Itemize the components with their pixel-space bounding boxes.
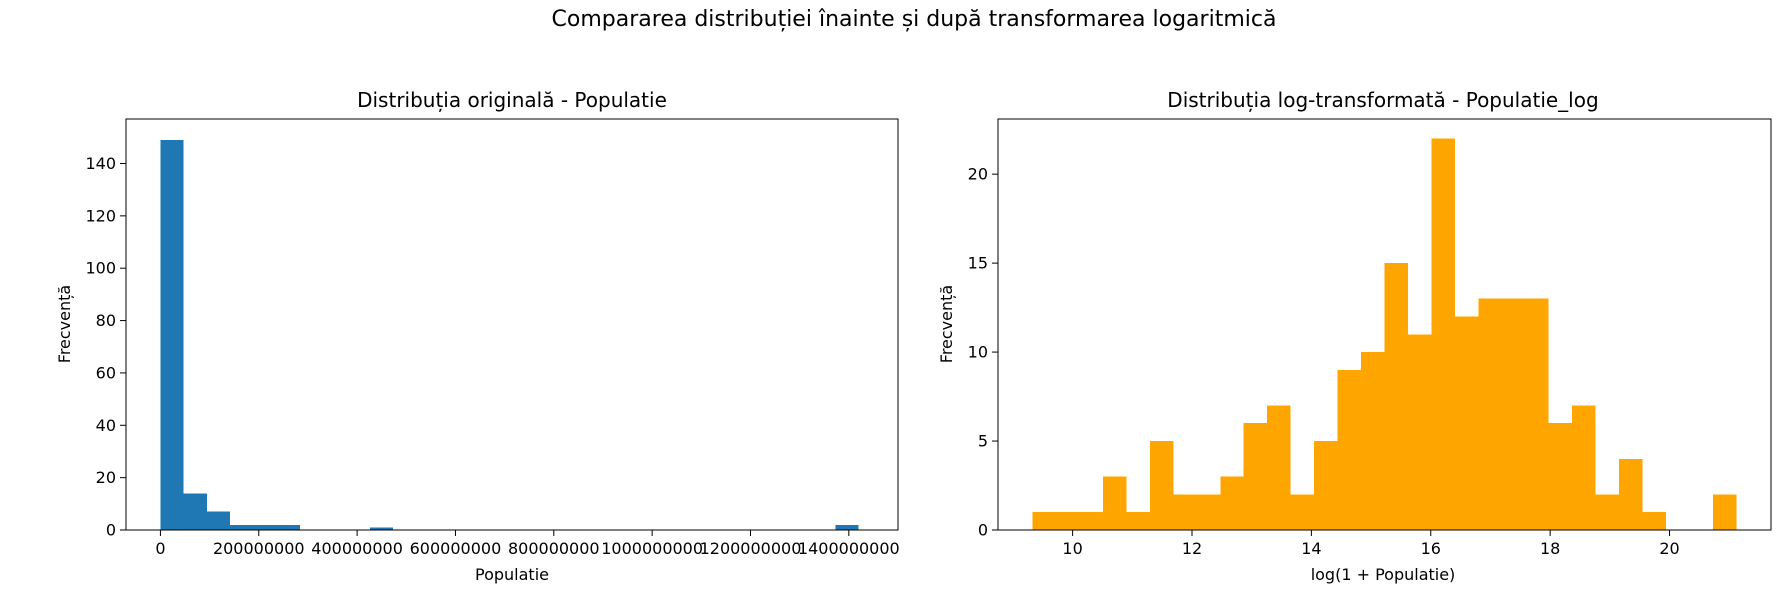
left-y-tick-label: 40 [96,416,116,435]
right-histogram-bar [1501,298,1526,530]
right-histogram-bar [1056,512,1080,530]
right-histogram-bar [1196,494,1221,530]
right-histogram-bar [1314,441,1338,530]
left-x-tick-label: 1000000000 [601,539,703,558]
left-histogram-bar [160,139,184,530]
right-histogram-bar [1149,441,1174,530]
right-histogram-bar [1243,423,1268,530]
left-histogram-bars [160,139,859,530]
right-histogram-bar [1337,369,1362,530]
left-chart-title: Distribuția originală - Populatie [357,88,667,112]
right-histogram-bar [1548,423,1573,530]
left-histogram-bar [230,524,254,530]
right-histogram-bar [1642,512,1667,530]
left-histogram-bar [369,527,394,530]
left-x-axis-label: Populatie [475,565,549,584]
right-x-axis-ticks: 10 12 14 16 18 20 [1062,530,1680,558]
right-histogram-bar [1572,405,1596,530]
right-histogram-bar [1102,476,1127,530]
left-y-tick-label: 20 [96,468,116,487]
right-x-tick-label: 20 [1659,539,1679,558]
right-histogram-bars [1032,138,1737,531]
left-y-axis-label: Frecvență [55,285,74,363]
left-x-tick-label: 1400000000 [798,539,900,558]
left-x-tick-label: 800000000 [508,539,600,558]
right-histogram-bar [1407,334,1432,530]
left-x-tick-label: 0 [155,539,165,558]
right-histogram-bar [1032,512,1057,530]
right-x-tick-label: 14 [1301,539,1321,558]
left-x-tick-label: 200000000 [213,539,305,558]
right-histogram-bar [1525,298,1549,530]
right-histogram-bar [1079,512,1103,530]
right-histogram-bar [1220,476,1244,530]
right-histogram-bar [1126,512,1150,530]
left-histogram-bar [276,524,301,530]
right-x-tick-label: 16 [1421,539,1441,558]
left-histogram-bar [206,511,231,530]
right-histogram-bar [1712,494,1737,530]
left-histogram-bar [835,524,859,530]
right-histogram-bar [1454,316,1479,530]
left-histogram-bar [183,493,207,530]
right-histogram-bar [1173,494,1197,530]
left-plot-frame [125,118,899,531]
right-y-tick-label: 5 [978,432,988,451]
right-histogram-bar [1431,138,1455,531]
right-histogram-bar [1267,405,1291,530]
right-histogram-bar [1595,494,1620,530]
left-x-tick-label: 1200000000 [700,539,802,558]
right-x-axis-label: log(1 + Populatie) [1311,565,1456,584]
left-y-axis-ticks: 0 20 40 60 80 100 120 140 [85,154,126,540]
left-y-tick-label: 120 [85,206,116,225]
left-y-tick-label: 140 [85,154,116,173]
left-y-tick-label: 0 [106,521,116,540]
left-x-axis-ticks: 0 200000000 400000000 600000000 800000000 100… [155,530,900,558]
left-y-tick-label: 80 [96,311,116,330]
right-histogram-bar [1619,458,1643,530]
right-histogram-panel: Distribuția log-transformată - Populatie… [937,88,1772,584]
right-y-tick-label: 10 [968,343,988,362]
left-x-tick-label: 600000000 [410,539,502,558]
right-chart-title: Distribuția log-transformată - Populatie… [1167,88,1598,112]
right-x-tick-label: 10 [1062,539,1082,558]
right-y-tick-label: 0 [978,521,988,540]
left-x-tick-label: 400000000 [311,539,403,558]
right-x-tick-label: 12 [1182,539,1202,558]
left-y-tick-label: 60 [96,363,116,382]
right-y-tick-label: 20 [968,165,988,184]
right-x-tick-label: 18 [1540,539,1560,558]
right-y-tick-label: 15 [968,254,988,273]
right-histogram-bar [1361,352,1385,530]
right-plot-frame [997,118,1772,531]
figure-suptitle: Compararea distribuției înainte și după … [552,7,1277,32]
right-y-axis-label: Frecvență [937,285,956,363]
right-histogram-bar [1384,263,1408,530]
right-histogram-bar [1478,298,1502,530]
left-y-tick-label: 100 [85,259,116,278]
left-histogram-bar [253,524,277,530]
left-histogram-panel: Distribuția originală - Populatie 0 20000… [55,88,900,584]
right-histogram-bar [1290,494,1315,530]
right-y-axis-ticks: 0 5 10 15 20 [968,165,998,540]
